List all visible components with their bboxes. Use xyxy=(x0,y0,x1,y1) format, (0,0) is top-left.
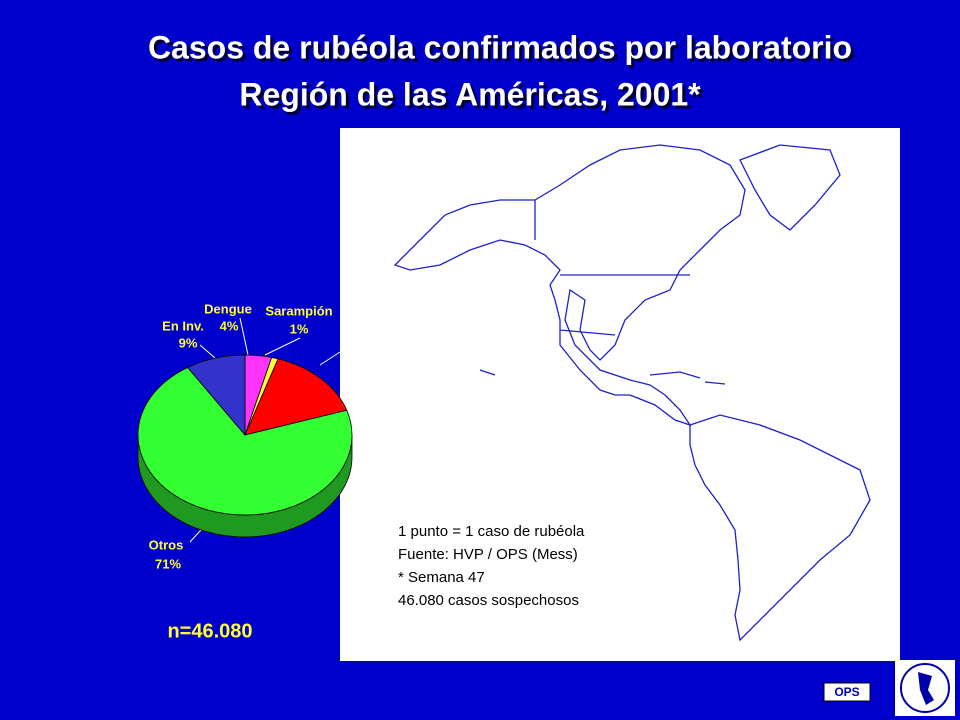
pie-slice xyxy=(187,354,246,437)
leader-line xyxy=(319,351,341,366)
sample-size: n=46.080 xyxy=(167,620,252,642)
slice-label: Sarampión xyxy=(265,303,332,318)
slice-label: En Inv. xyxy=(162,318,204,333)
slice-label: Otros xyxy=(149,537,184,552)
greenland-outline xyxy=(739,144,841,231)
map-note: 1 punto = 1 caso de rubéola xyxy=(398,523,585,540)
chart-title: Casos de rubéola confirmados por laborat… xyxy=(148,29,852,65)
leader-line xyxy=(199,344,216,359)
north-america-outline xyxy=(393,144,746,427)
pie-slice xyxy=(244,358,348,436)
emblem xyxy=(900,663,950,713)
subtitle-shadow: Región de las Américas, 2001* xyxy=(242,79,704,115)
pie xyxy=(137,354,353,538)
south-america-outline xyxy=(689,414,871,642)
pie-slice xyxy=(137,366,353,516)
map-note: Fuente: HVP / OPS (Mess) xyxy=(398,546,578,563)
map-note: * Semana 47 xyxy=(398,569,485,586)
caribbean-outline xyxy=(479,369,726,385)
logo-box xyxy=(823,682,871,702)
slice-value-label: 4% xyxy=(220,318,239,333)
leader-line xyxy=(264,337,301,356)
slice-label: Dengue xyxy=(204,301,252,316)
map-note: 46.080 casos sospechosos xyxy=(398,592,579,609)
slice-value-label: 15% xyxy=(359,360,385,375)
slice-value-label: 1% xyxy=(290,321,309,336)
leader-line xyxy=(239,317,249,356)
map-border-lines xyxy=(534,200,690,336)
chart-subtitle: Región de las Américas, 2001* xyxy=(239,76,701,112)
slice-label: Rubéola xyxy=(349,342,401,357)
map xyxy=(340,128,900,661)
slice-value-label: 9% xyxy=(179,335,198,350)
title-shadow: Casos de rubéola confirmados por laborat… xyxy=(151,32,855,68)
slice-value-label: 71% xyxy=(155,556,181,571)
emblem-map xyxy=(918,672,934,705)
logo-text: OPS xyxy=(834,685,859,699)
annotation: (6.912) xyxy=(363,384,398,396)
